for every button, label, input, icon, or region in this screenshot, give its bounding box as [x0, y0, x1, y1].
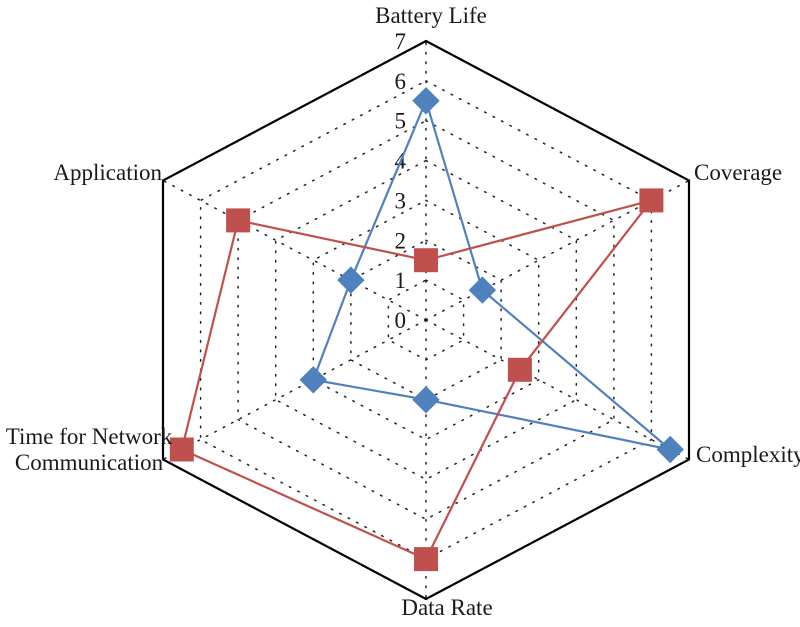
- data-point-diamond: [412, 87, 440, 115]
- chart-outline: [161, 39, 691, 601]
- data-point-diamond: [337, 266, 365, 294]
- radial-tick-label: 6: [395, 69, 407, 94]
- data-point-diamond: [656, 435, 684, 464]
- radial-tick-label: 1: [395, 268, 407, 293]
- data-point-square: [226, 208, 251, 233]
- grid-spoke: [162, 319, 427, 461]
- data-point-square: [507, 357, 532, 382]
- radial-tick-label: 2: [395, 228, 407, 253]
- radial-tick-label: 7: [395, 29, 407, 54]
- radial-tick-label: 3: [395, 188, 407, 213]
- grid-spoke: [162, 179, 427, 321]
- data-point-square: [639, 188, 664, 213]
- axis-label-battery-life: Battery Life: [375, 3, 487, 28]
- axis-label-data-rate: Data Rate: [401, 595, 493, 620]
- axis-label-time-for-network-communication: Time for Network Communication: [5, 424, 173, 476]
- axis-label-coverage: Coverage: [694, 160, 783, 185]
- data-point-diamond: [299, 366, 328, 394]
- axis-label-complexity: Complexity: [696, 442, 800, 467]
- blue-diamond-series-line: [312, 99, 672, 451]
- data-point-square: [169, 437, 194, 462]
- radial-tick-label: 0: [395, 308, 407, 333]
- axis-label-application: Application: [53, 160, 162, 185]
- grid-ring: [199, 80, 653, 560]
- data-point-square: [414, 547, 438, 572]
- data-point-diamond: [468, 276, 497, 304]
- radial-tick-label: 5: [395, 109, 407, 134]
- grid-spoke: [425, 319, 690, 461]
- data-point-square: [414, 248, 438, 273]
- data-point-diamond: [412, 385, 440, 414]
